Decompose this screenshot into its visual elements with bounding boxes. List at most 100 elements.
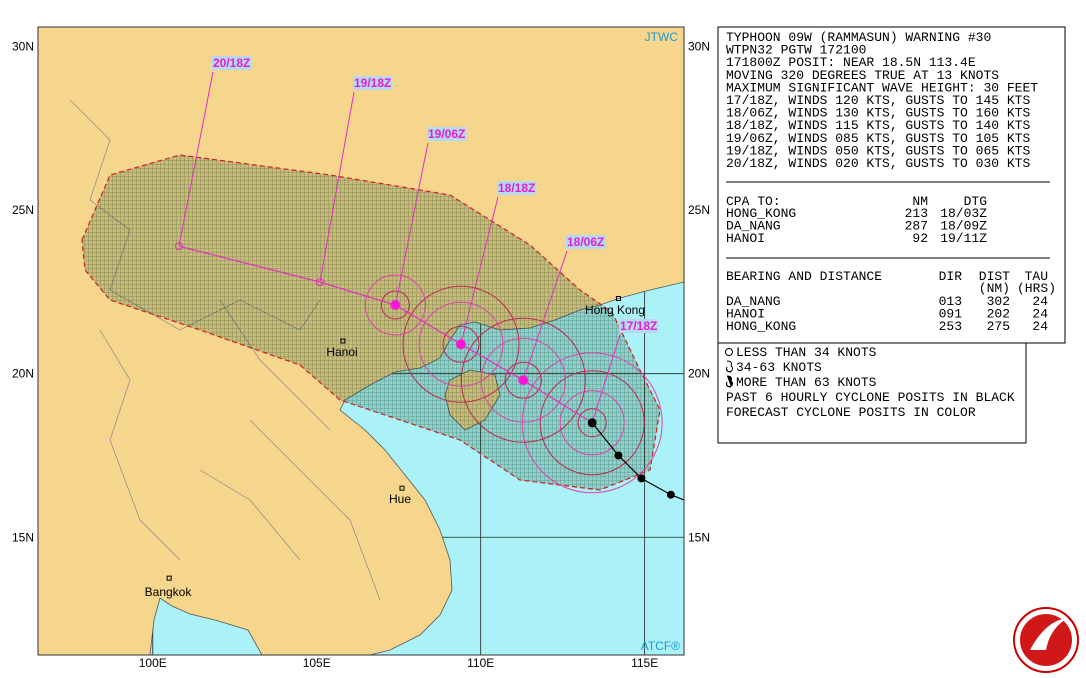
legend-panel (717, 342, 1027, 444)
forecast-label: 20/18Z (213, 56, 250, 70)
map-frame (37, 26, 685, 656)
label-bg (427, 127, 467, 141)
panel-text: 171800Z POSIT: NEAR 18.5N 113.4E (726, 55, 976, 70)
past-position (637, 474, 646, 483)
past-position (614, 451, 623, 460)
wind-radius (480, 337, 566, 423)
panel-text: 17/18Z, WINDS 120 KTS, GUSTS TO 145 KTS (726, 93, 1030, 108)
wind-radius (442, 325, 480, 363)
panel-text: TYPHOON 09W (RAMMASUN) WARNING #30 (726, 30, 991, 45)
x-tick-label: 105E (303, 656, 331, 670)
y-tick-label: 20N (12, 367, 34, 381)
label-leader (178, 71, 214, 247)
panel-text: DIST (979, 269, 1010, 284)
wind-radius (380, 290, 410, 320)
panel-text: 20/18Z, WINDS 020 KTS, GUSTS TO 030 KTS (726, 156, 1030, 171)
panel-text: 287 (905, 219, 928, 234)
wind-radius (577, 408, 607, 438)
label-bg (566, 235, 606, 249)
city-marker (615, 295, 621, 301)
y-tick-label: 30N (688, 40, 710, 54)
panel-text: BEARING AND DISTANCE (726, 269, 882, 284)
panel-text: DTG (964, 194, 987, 209)
city-label: Hue (389, 492, 411, 506)
city-label: Hanoi (326, 345, 357, 359)
x-tick-label: 110E (467, 656, 494, 670)
panel-text: LESS THAN 34 KNOTS (736, 345, 877, 360)
panel-text: MAXIMUM SIGNIFICANT WAVE HEIGHT: 30 FEET (726, 80, 1038, 95)
panel-text: WTPN32 PGTW 172100 (726, 43, 866, 58)
panel-text: CPA TO: (726, 194, 781, 209)
forecast-track (178, 245, 593, 424)
panel-text: HONG_KONG (726, 206, 796, 221)
panel-text: 091 (939, 307, 963, 322)
panel-text: (NM) (979, 281, 1010, 296)
city-marker (340, 338, 346, 344)
label-bg (497, 181, 537, 195)
legend-icon (725, 348, 733, 356)
panel-text: HONG_KONG (726, 319, 796, 334)
panel-text: HANOI (726, 231, 765, 246)
credit: ATCF® (641, 639, 680, 653)
panel-text: 18/18Z, WINDS 115 KTS, GUSTS TO 140 KTS (726, 118, 1030, 133)
panel-text: PAST 6 HOURLY CYCLONE POSITS IN BLACK (726, 390, 1015, 405)
panel-text: 19/18Z, WINDS 050 KTS, GUSTS TO 065 KTS (726, 143, 1030, 158)
label-leader (319, 91, 355, 283)
panel-text: 275 (987, 319, 1010, 334)
forecast-position (456, 339, 467, 350)
panel-text: (HRS) (1017, 281, 1056, 296)
city-marker (399, 485, 405, 491)
label-bg (353, 76, 393, 90)
wind-radius (418, 301, 504, 387)
panel-text: 19/06Z, WINDS 085 KTS, GUSTS TO 105 KTS (726, 131, 1030, 146)
legend-icon (726, 375, 734, 388)
forecast-label: 18/06Z (567, 235, 604, 249)
panel-text: HANOI (726, 307, 765, 322)
panel-text: DA_NANG (726, 294, 781, 309)
panel-text: 19/11Z (940, 231, 987, 246)
label-leader (460, 196, 499, 345)
label-leader (591, 334, 621, 423)
panel-text: 18/06Z, WINDS 130 KTS, GUSTS TO 160 KTS (726, 106, 1030, 121)
wind-radius (504, 361, 542, 399)
credit: JTWC (645, 30, 679, 44)
panel-text: 213 (905, 206, 928, 221)
logo (1013, 607, 1079, 673)
forecast-position (175, 242, 184, 251)
wind-radius (521, 352, 663, 494)
past-position (666, 490, 675, 499)
panel-text: NM (912, 194, 928, 209)
wind-radius (559, 390, 625, 456)
panel-text: 302 (987, 294, 1010, 309)
forecast-position (587, 418, 597, 428)
y-tick-label: 15N (12, 530, 34, 544)
panel-text: 24 (1032, 294, 1048, 309)
forecast-label: 17/18Z (620, 319, 657, 333)
forecast-label: 19/18Z (354, 76, 391, 90)
wind-radius (539, 370, 645, 476)
x-tick-label: 115E (631, 656, 658, 670)
y-tick-label: 25N (12, 203, 34, 217)
panel-text: 202 (987, 307, 1010, 322)
wind-radius (364, 274, 426, 336)
map-overlay (175, 71, 684, 501)
panel-text: 24 (1032, 319, 1048, 334)
panel-text: 18/03Z (940, 206, 987, 221)
y-tick-label: 25N (688, 203, 710, 217)
city-marker (166, 575, 172, 581)
y-tick-label: 20N (688, 367, 710, 381)
label-leader (522, 250, 568, 381)
panel-text: 24 (1032, 307, 1048, 322)
city-label: Hong Kong (585, 303, 645, 317)
panel-text: DIR (939, 269, 963, 284)
wind-radius (402, 285, 520, 403)
forecast-position (316, 278, 325, 287)
panel-text: 013 (939, 294, 962, 309)
x-tick-label: 100E (139, 656, 167, 670)
label-bg (212, 56, 252, 70)
y-tick-label: 15N (688, 530, 710, 544)
panel-text: DA_NANG (726, 219, 781, 234)
panel-text: 253 (939, 319, 962, 334)
panel-text: MOVING 320 DEGREES TRUE AT 13 KNOTS (726, 68, 999, 83)
